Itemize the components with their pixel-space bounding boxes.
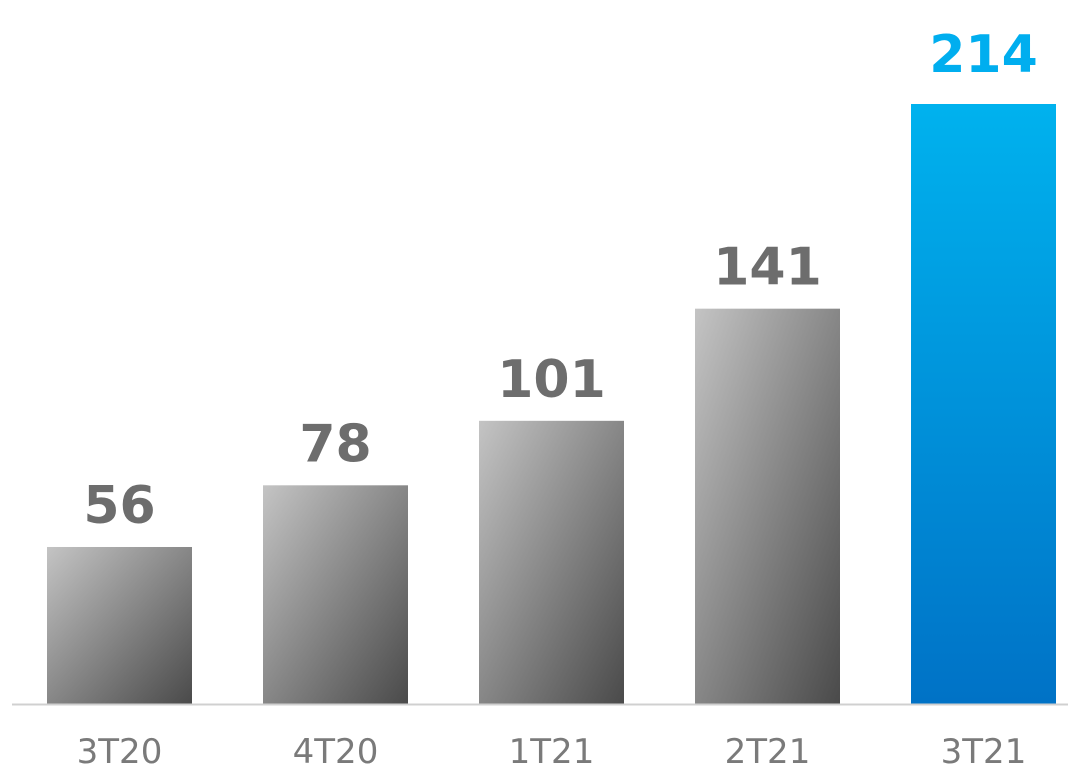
data-label-2T21: 141 bbox=[713, 238, 822, 298]
data-label-1T21: 101 bbox=[497, 350, 606, 410]
category-label-4T20: 4T20 bbox=[293, 732, 379, 769]
bars-layer bbox=[47, 104, 1056, 704]
category-label-3T20: 3T20 bbox=[77, 732, 163, 769]
category-label-1T21: 1T21 bbox=[509, 732, 595, 769]
bar-4T20 bbox=[263, 485, 408, 704]
data-label-3T21: 214 bbox=[929, 25, 1038, 85]
bar-2T21 bbox=[695, 308, 840, 704]
category-label-2T21: 2T21 bbox=[725, 732, 811, 769]
bar-3T21 bbox=[911, 104, 1056, 704]
value-labels-layer: 56 78 101 141 214 bbox=[83, 25, 1037, 536]
data-label-3T20: 56 bbox=[83, 476, 155, 536]
bar-1T21 bbox=[479, 420, 624, 704]
category-label-3T21: 3T21 bbox=[941, 732, 1027, 769]
category-labels-layer: 3T20 4T20 1T21 2T21 3T21 bbox=[77, 732, 1027, 769]
bar-3T20 bbox=[47, 546, 192, 704]
data-label-4T20: 78 bbox=[299, 414, 371, 474]
